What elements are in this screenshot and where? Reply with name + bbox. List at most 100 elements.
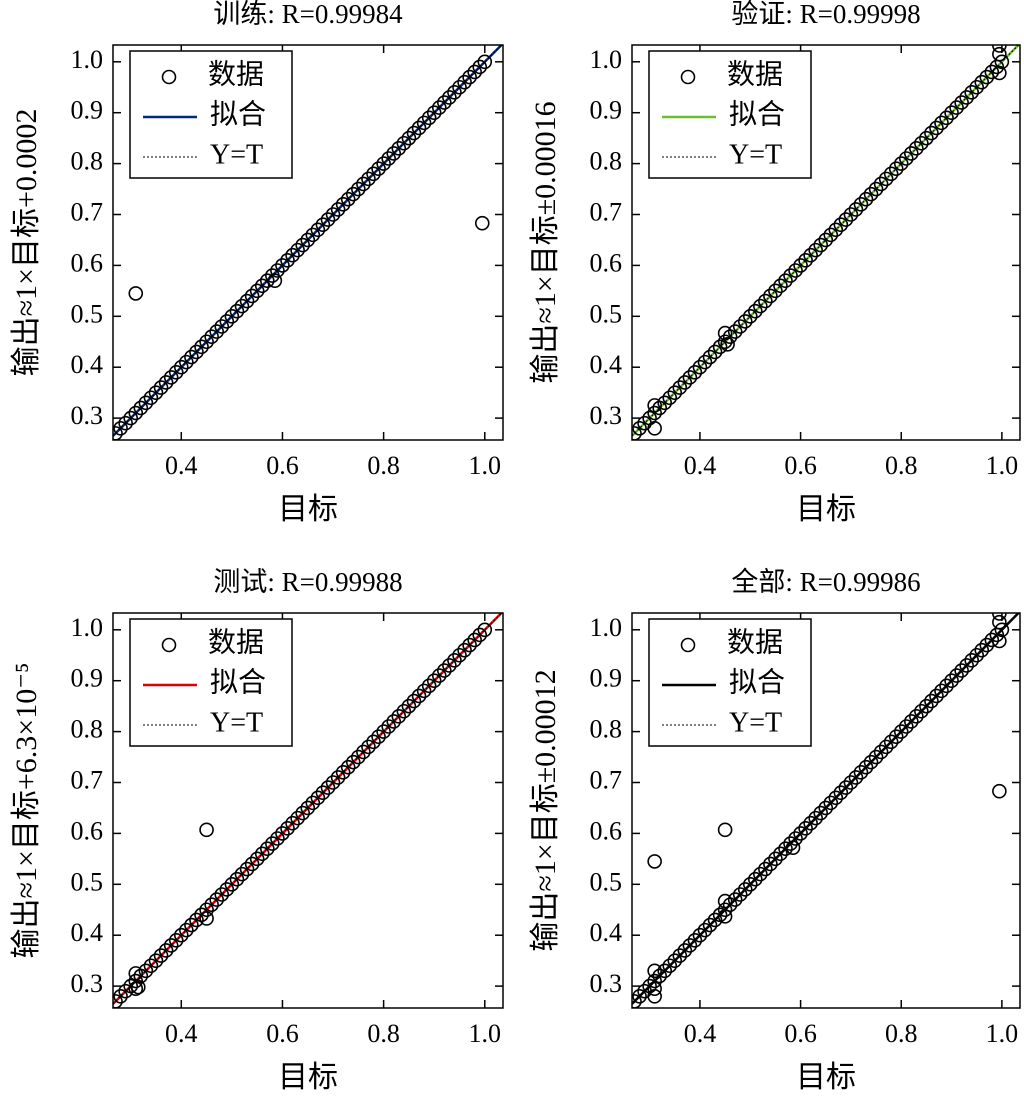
data-point [376,156,391,171]
data-point [742,309,758,324]
data-point [712,339,728,355]
data-point [994,54,1010,70]
data-point [652,400,667,416]
data-point [853,765,869,780]
data-point [662,390,678,406]
data-point [447,653,462,668]
data-point [452,647,467,663]
data-point [732,319,748,334]
data-point [667,385,683,400]
data-point [888,161,904,176]
data-point [823,227,839,243]
data-point [785,840,801,855]
data-point [376,724,391,739]
axes-frame [631,44,1021,441]
data-point [234,298,250,314]
data-point [381,719,396,734]
data-point [667,953,683,968]
data-point [788,263,803,278]
data-point [783,268,798,283]
y-tick-label: 0.3 [71,401,104,430]
data-point [290,810,305,826]
data-point [863,186,879,202]
data-point [270,831,285,846]
y-tick-label: 0.5 [590,867,623,896]
data-point [793,258,808,273]
data-point [903,714,919,729]
data-point [677,943,693,958]
data-point [657,395,673,411]
x-tick-label: 1.0 [469,1019,502,1048]
data-point [778,841,793,856]
data-point [300,800,316,816]
data-point [720,337,735,352]
y-tick-label: 0.7 [71,765,104,794]
data-point [974,642,990,658]
data-point [763,856,778,872]
data-point [204,329,219,344]
data-point [391,709,407,724]
data-point [778,273,793,288]
data-point [934,115,949,131]
data-point [944,105,959,120]
data-point [727,324,743,339]
x-tick-label: 0.4 [684,451,717,480]
data-point [838,212,854,227]
legend-label: 数据 [727,626,783,658]
data-point [783,836,798,851]
y-tick-label: 0.5 [590,299,623,328]
data-point [939,110,954,126]
y-tick-label: 0.7 [590,765,623,794]
data-point [898,151,914,166]
y-tick-label: 0.7 [71,197,104,226]
data-point [984,632,1000,648]
legend-label: 拟合 [210,98,266,130]
data-point [411,688,427,704]
data-point [371,161,386,176]
data-point [979,637,995,653]
data-point [239,861,255,877]
legend-label: 拟合 [210,666,266,698]
legend-label: 拟合 [729,98,785,130]
data-point [959,658,974,673]
data-point [873,744,889,760]
data-point [753,298,768,314]
data-point [472,627,488,643]
data-point [632,420,647,436]
data-point [808,810,823,826]
y-axis-label: 输出≈1×目标+0.0002 [10,109,43,377]
data-point [888,729,904,744]
data-point [647,973,662,989]
data-point [992,783,1007,799]
y-tick-label: 1.0 [71,613,104,642]
data-point [873,176,889,192]
data-point [969,79,985,95]
data-point [113,988,128,1004]
data-point [224,309,240,324]
data-point [803,247,818,263]
data-point [249,283,265,299]
data-point [158,375,174,390]
y-tick-label: 0.5 [71,867,104,896]
plot-content [632,613,1020,1008]
data-point [929,120,944,136]
y-tick-label: 0.3 [590,401,623,430]
data-point [189,912,204,928]
legend-label: Y=T [210,707,263,738]
data-point [330,202,346,217]
data-point [893,724,909,739]
data-point [813,237,829,253]
data-point [964,653,979,668]
data-point [290,242,305,258]
data-point [214,319,230,334]
data-point [793,826,808,841]
data-point [128,286,144,301]
data-point [305,795,321,811]
data-point [717,902,733,918]
data-point [742,877,758,892]
data-point [173,359,189,375]
data-point [128,973,144,989]
